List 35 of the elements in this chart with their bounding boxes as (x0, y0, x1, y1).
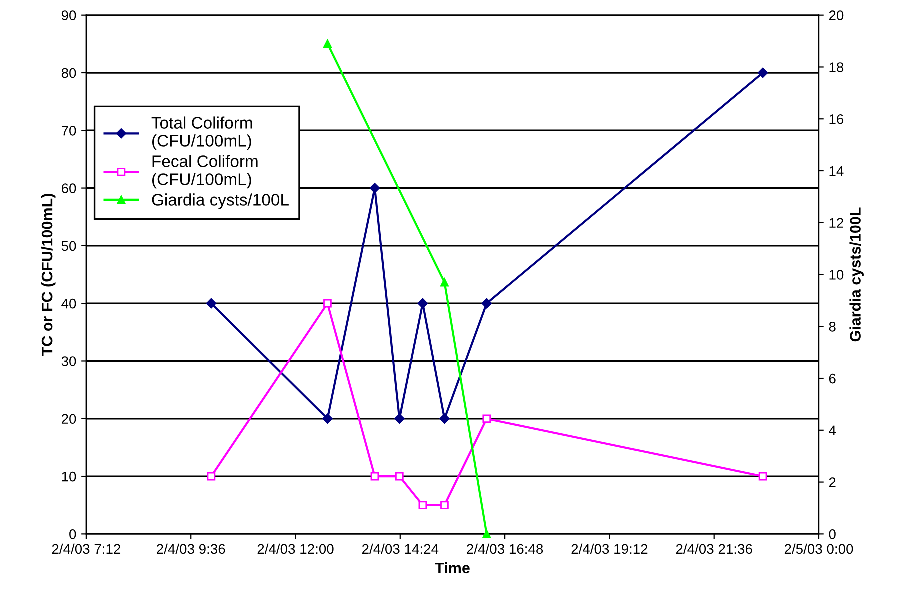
y2-tick-label: 2 (829, 478, 836, 488)
y-tick-label: 70 (62, 126, 76, 136)
y2-tick-label: 16 (830, 114, 844, 124)
y2-tick-label: 12 (830, 218, 844, 228)
y2-tick-label: 8 (829, 322, 836, 332)
y-tick-label: 20 (62, 414, 76, 424)
y-tick-label: 30 (62, 356, 76, 366)
y2-tick-label: 0 (829, 530, 836, 540)
y2-tick-label: 6 (829, 374, 836, 384)
x-tick-label: 2/4/03 9:36 (157, 544, 226, 554)
legend-label: Giardia cysts/100L (152, 194, 289, 210)
x-axis-title: Time (435, 562, 470, 574)
y2-tick-label: 14 (830, 166, 844, 176)
y2-axis-title: Giardia cysts/100L (850, 208, 864, 342)
x-tick-label: 2/5/03 0:00 (784, 544, 854, 554)
y2-tick-label: 4 (829, 426, 836, 436)
x-tick-label: 2/4/03 12:00 (258, 544, 334, 554)
y-tick-label: 60 (62, 184, 76, 194)
x-tick-label: 2/4/03 21:36 (676, 544, 752, 554)
y-tick-label: 0 (70, 530, 76, 540)
legend-label: Total Coliform (CFU/100mL) (152, 116, 252, 150)
x-tick-label: 2/4/03 14:24 (362, 544, 439, 554)
y2-tick-label: 18 (830, 62, 844, 72)
x-tick-label: 2/4/03 7:12 (52, 544, 121, 554)
legend-label: Fecal Coliform (CFU/100mL) (152, 155, 258, 189)
y-tick-label: 40 (62, 298, 76, 309)
y-tick-label: 90 (62, 10, 76, 21)
y2-tick-label: 10 (830, 270, 844, 280)
x-tick-label: 2/4/03 19:12 (572, 544, 648, 554)
y-tick-label: 10 (62, 472, 76, 482)
y2-tick-label: 20 (829, 10, 844, 21)
x-tick-label: 2/4/03 16:48 (467, 544, 544, 554)
y-tick-label: 80 (62, 68, 76, 78)
y-axis-title: TC or FC (CFU/100mL) (41, 194, 56, 356)
y-tick-label: 50 (62, 241, 76, 252)
